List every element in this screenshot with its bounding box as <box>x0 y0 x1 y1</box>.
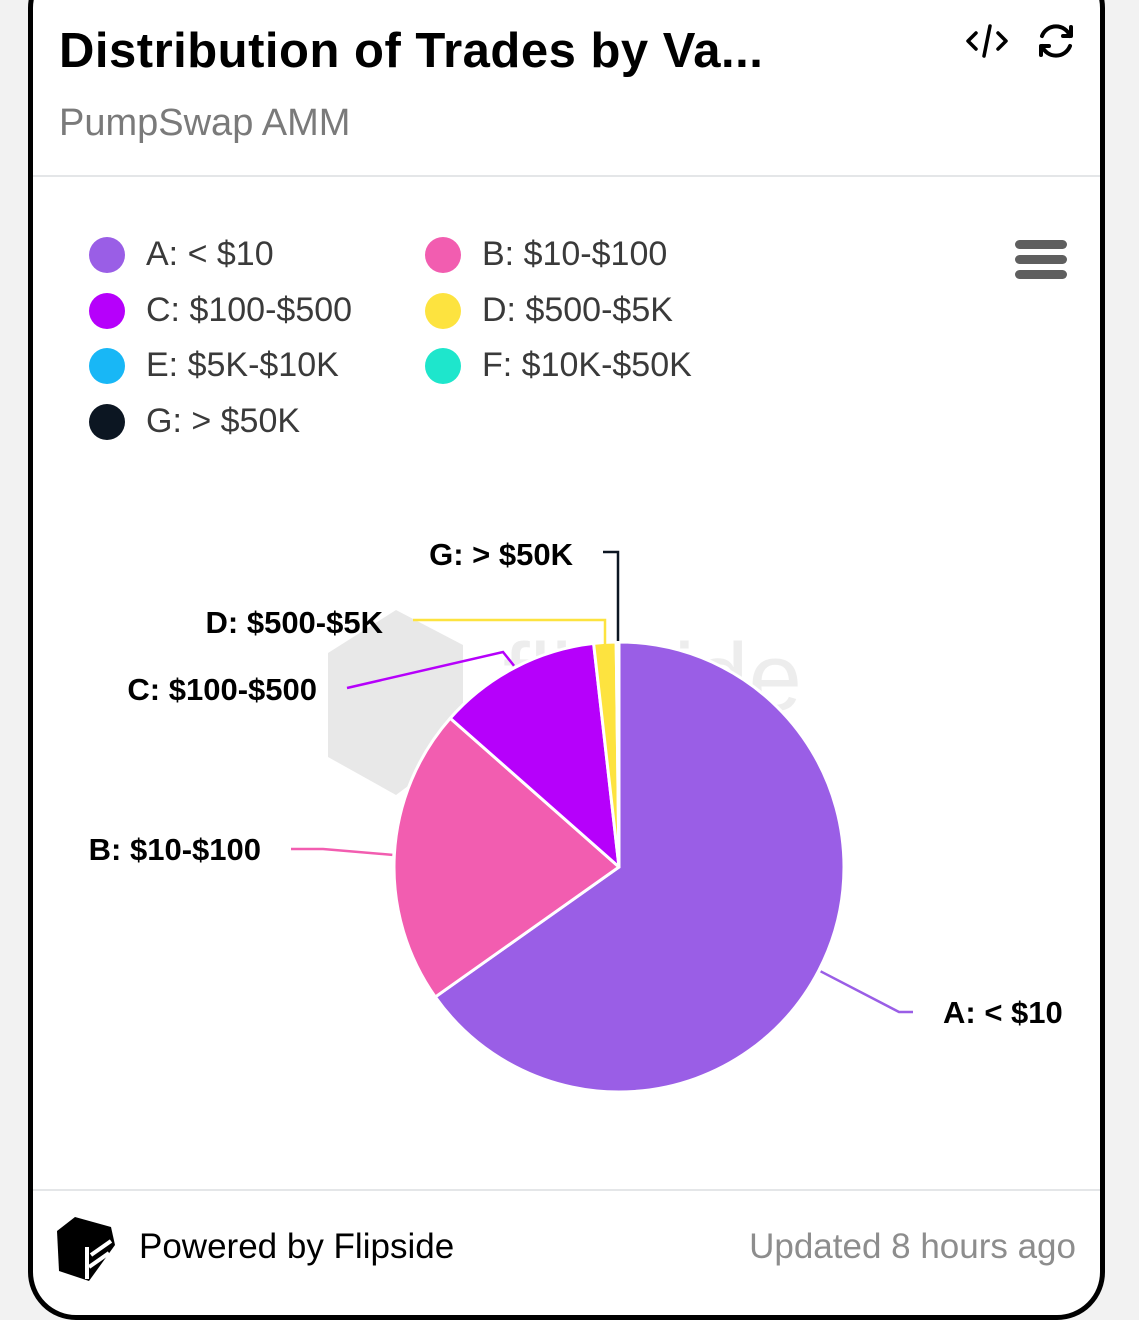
powered-by-link[interactable]: Powered by Flipside <box>139 1227 455 1266</box>
legend-dot-icon <box>89 292 125 329</box>
pie-slice-b[interactable] <box>392 716 621 999</box>
code-icon[interactable] <box>963 17 1011 65</box>
legend-label: B: $10-$100 <box>482 235 668 273</box>
refresh-icon[interactable] <box>1032 17 1080 65</box>
pie-slice-c[interactable] <box>448 641 621 869</box>
legend-label: E: $5K-$10K <box>146 346 339 384</box>
chart-title: Distribution of Trades by Va... <box>59 24 764 78</box>
data-label-d: D: $500-$5K <box>206 605 384 640</box>
legend-dot-icon <box>425 292 461 329</box>
legend-item-d[interactable]: D: $500-$5K <box>425 291 673 330</box>
legend-item-g[interactable]: G: > $50K <box>89 402 300 441</box>
data-label-a: A: < $10 <box>943 995 1063 1030</box>
legend-item-e[interactable]: E: $5K-$10K <box>89 346 339 385</box>
chart-card: Distribution of Trades by Va... PumpSwap… <box>28 0 1105 1320</box>
updated-timestamp: Updated 8 hours ago <box>749 1227 1076 1266</box>
legend-item-c[interactable]: C: $100-$500 <box>89 291 352 330</box>
legend-label: A: < $10 <box>146 235 274 273</box>
flipside-logo-icon <box>57 1217 115 1281</box>
chart-subtitle: PumpSwap AMM <box>59 102 351 144</box>
pie-chart: flipside A: < $10 B: $10-$100 C: $100-$5… <box>89 537 1063 1094</box>
legend-dot-icon <box>89 236 125 273</box>
footer-divider <box>33 1189 1100 1191</box>
data-label-c: C: $100-$500 <box>127 672 317 707</box>
legend-label: C: $100-$500 <box>146 291 353 329</box>
legend-label: F: $10K-$50K <box>482 346 692 384</box>
legend-item-b[interactable]: B: $10-$100 <box>425 235 667 274</box>
pie-slice-g[interactable] <box>614 640 621 869</box>
legend-dot-icon <box>89 347 125 384</box>
legend-item-f[interactable]: F: $10K-$50K <box>425 346 692 385</box>
leader-line-d <box>413 618 607 645</box>
data-label-g: G: > $50K <box>429 537 573 572</box>
hamburger-menu-icon[interactable] <box>1015 240 1067 280</box>
legend-dot-icon <box>425 236 461 273</box>
legend-dot-icon <box>425 347 461 384</box>
legend-dot-icon <box>89 403 125 440</box>
legend-label: D: $500-$5K <box>482 291 673 329</box>
pie-slice-a[interactable] <box>433 640 846 1094</box>
legend-item-a[interactable]: A: < $10 <box>89 235 274 274</box>
data-label-b: B: $10-$100 <box>89 832 261 867</box>
leader-line-a <box>820 970 913 1014</box>
header-divider <box>33 175 1100 177</box>
leader-line-c <box>346 650 516 690</box>
leader-line-b <box>291 847 393 857</box>
leader-line-g <box>603 550 620 641</box>
legend-label: G: > $50K <box>146 402 301 440</box>
